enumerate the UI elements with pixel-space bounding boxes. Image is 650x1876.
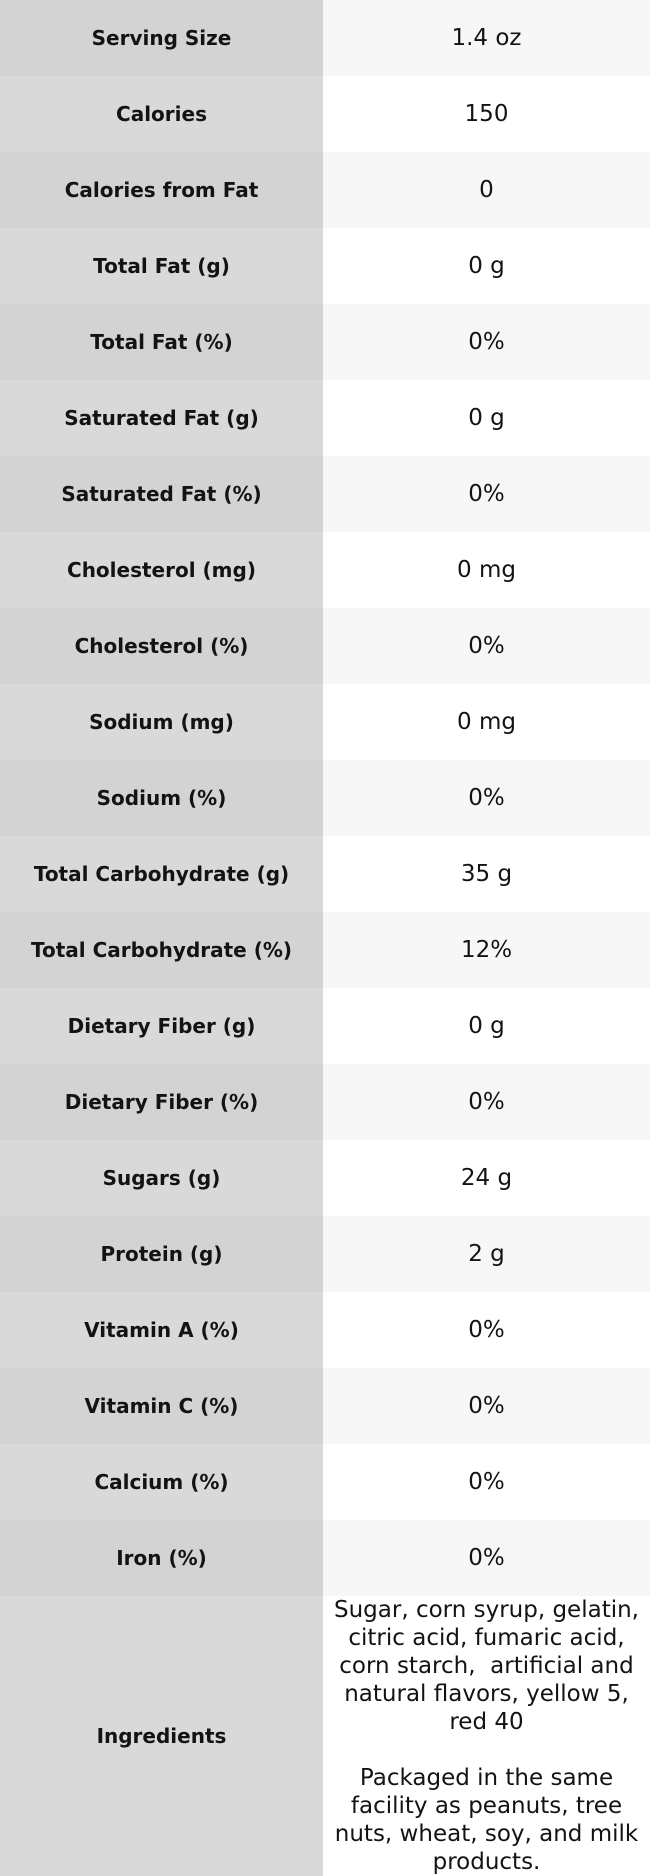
table-row: Saturated Fat (%) 0% <box>0 456 650 532</box>
row-value: 0% <box>323 760 650 836</box>
row-label: Vitamin C (%) <box>0 1368 323 1444</box>
row-label: Cholesterol (%) <box>0 608 323 684</box>
row-label: Sodium (%) <box>0 760 323 836</box>
row-label: Dietary Fiber (%) <box>0 1064 323 1140</box>
row-label: Iron (%) <box>0 1520 323 1596</box>
row-value: 0% <box>323 1368 650 1444</box>
row-value: 1.4 oz <box>323 0 650 76</box>
row-value: 35 g <box>323 836 650 912</box>
table-row: Dietary Fiber (%) 0% <box>0 1064 650 1140</box>
row-value: 0 g <box>323 228 650 304</box>
table-row: Ingredients Sugar, corn syrup, gelatin, … <box>0 1596 650 1876</box>
table-row: Total Fat (%) 0% <box>0 304 650 380</box>
table-row: Sodium (%) 0% <box>0 760 650 836</box>
table-row: Vitamin A (%) 0% <box>0 1292 650 1368</box>
row-label: Calcium (%) <box>0 1444 323 1520</box>
row-label: Vitamin A (%) <box>0 1292 323 1368</box>
table-row: Calories from Fat 0 <box>0 152 650 228</box>
row-value: 150 <box>323 76 650 152</box>
table-row: Calcium (%) 0% <box>0 1444 650 1520</box>
row-value: 12% <box>323 912 650 988</box>
row-value: 0 mg <box>323 684 650 760</box>
row-value: 0% <box>323 1064 650 1140</box>
row-label: Calories <box>0 76 323 152</box>
table-row: Total Fat (g) 0 g <box>0 228 650 304</box>
row-label: Serving Size <box>0 0 323 76</box>
row-value: 0% <box>323 1444 650 1520</box>
row-label: Sodium (mg) <box>0 684 323 760</box>
row-value: 0% <box>323 304 650 380</box>
row-value: 0 g <box>323 380 650 456</box>
row-label: Saturated Fat (g) <box>0 380 323 456</box>
row-value: 2 g <box>323 1216 650 1292</box>
table-row: Protein (g) 2 g <box>0 1216 650 1292</box>
table-row: Calories 150 <box>0 76 650 152</box>
row-label: Cholesterol (mg) <box>0 532 323 608</box>
row-label: Dietary Fiber (g) <box>0 988 323 1064</box>
row-label: Calories from Fat <box>0 152 323 228</box>
row-value: 0% <box>323 1292 650 1368</box>
row-label: Ingredients <box>0 1596 323 1876</box>
table-row: Saturated Fat (g) 0 g <box>0 380 650 456</box>
row-label: Protein (g) <box>0 1216 323 1292</box>
table-row: Dietary Fiber (g) 0 g <box>0 988 650 1064</box>
row-value: 0% <box>323 1520 650 1596</box>
table-row: Total Carbohydrate (g) 35 g <box>0 836 650 912</box>
row-value: Sugar, corn syrup, gelatin, citric acid,… <box>323 1596 650 1876</box>
row-value: 0 g <box>323 988 650 1064</box>
row-label: Total Fat (g) <box>0 228 323 304</box>
table-row: Serving Size 1.4 oz <box>0 0 650 76</box>
row-label: Total Fat (%) <box>0 304 323 380</box>
row-value: 0 <box>323 152 650 228</box>
row-label: Total Carbohydrate (g) <box>0 836 323 912</box>
table-row: Total Carbohydrate (%) 12% <box>0 912 650 988</box>
row-value: 0% <box>323 608 650 684</box>
table-row: Cholesterol (%) 0% <box>0 608 650 684</box>
row-value: 24 g <box>323 1140 650 1216</box>
row-label: Total Carbohydrate (%) <box>0 912 323 988</box>
table-row: Sugars (g) 24 g <box>0 1140 650 1216</box>
row-value: 0% <box>323 456 650 532</box>
row-value: 0 mg <box>323 532 650 608</box>
table-row: Iron (%) 0% <box>0 1520 650 1596</box>
table-row: Sodium (mg) 0 mg <box>0 684 650 760</box>
table-row: Vitamin C (%) 0% <box>0 1368 650 1444</box>
row-label: Sugars (g) <box>0 1140 323 1216</box>
row-label: Saturated Fat (%) <box>0 456 323 532</box>
table-row: Cholesterol (mg) 0 mg <box>0 532 650 608</box>
